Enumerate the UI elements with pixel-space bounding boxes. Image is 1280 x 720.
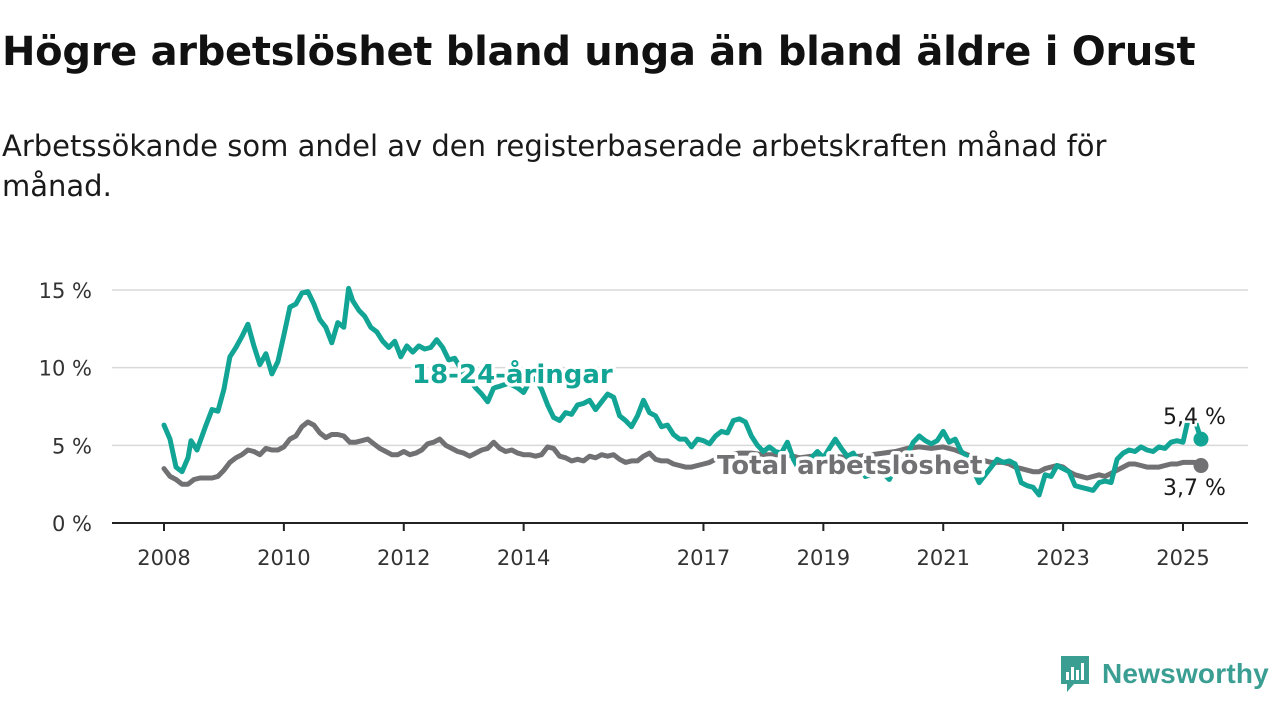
series-lines <box>161 285 1209 498</box>
page-subtitle: Arbetssökande som andel av den registerb… <box>2 129 1107 203</box>
x-tick-label: 2008 <box>137 546 190 570</box>
y-tick-label: 10 % <box>39 357 92 381</box>
grid-lines <box>112 289 1248 447</box>
x-tick-label: 2023 <box>1036 546 1089 570</box>
y-tick-label: 5 % <box>52 434 92 458</box>
series-label-youth: 18-24-åringar <box>412 358 613 390</box>
y-tick-label: 0 % <box>52 512 92 536</box>
end-value-youth: 5,4 % <box>1163 405 1226 430</box>
brand-name: Newsworthy <box>1102 658 1269 689</box>
series-labels: 18-24-åringar Total arbetslöshet 5,4 % 3… <box>409 355 1229 504</box>
newsworthy-logo-icon <box>1061 656 1089 692</box>
x-tick-label: 2014 <box>497 546 550 570</box>
page-title: Högre arbetslöshet bland unga än bland ä… <box>2 29 1196 75</box>
y-axis-ticks: 0 % 5 % 10 % 15 % <box>39 279 92 536</box>
brand-logo: Newsworthy <box>1058 654 1269 694</box>
series-label-total: Total arbetslöshet <box>717 451 982 481</box>
x-tick-label: 2012 <box>377 546 430 570</box>
end-point-youth <box>1193 431 1209 447</box>
end-point-total <box>1193 458 1209 474</box>
x-tick-label: 2017 <box>677 546 730 570</box>
x-tick-label: 2019 <box>797 546 850 570</box>
y-tick-label: 15 % <box>39 279 92 303</box>
x-axis: 2008 2010 2012 2014 2017 2019 2021 2023 2025 <box>112 522 1248 570</box>
x-tick-label: 2010 <box>257 546 310 570</box>
series-line-youth <box>161 285 1204 498</box>
end-value-total: 3,7 % <box>1163 476 1226 501</box>
x-tick-label: 2021 <box>917 546 970 570</box>
series-line-total <box>161 419 1204 487</box>
x-tick-label: 2025 <box>1156 546 1209 570</box>
